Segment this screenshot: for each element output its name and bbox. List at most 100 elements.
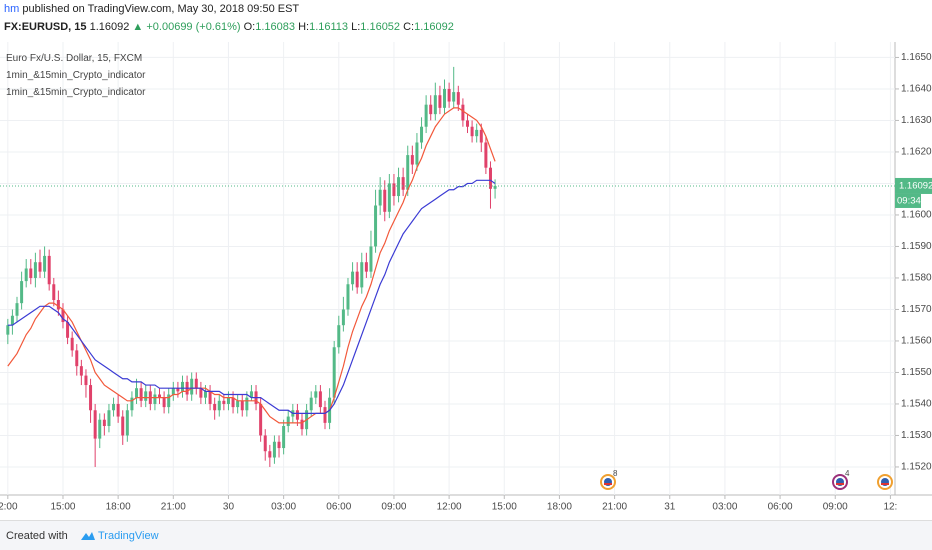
candle-body bbox=[401, 177, 405, 190]
candle-body bbox=[135, 388, 139, 398]
h-label: H: bbox=[298, 21, 310, 33]
y-tick-label: 1.16500 bbox=[901, 52, 932, 63]
candle-body bbox=[369, 246, 373, 272]
logo bbox=[81, 532, 95, 540]
candle-body bbox=[38, 262, 42, 272]
y-tick-label: 1.16200 bbox=[901, 147, 932, 158]
candle-body bbox=[461, 104, 465, 121]
candle-body bbox=[176, 388, 180, 392]
candle-body bbox=[282, 426, 286, 449]
y-tick-label: 1.15400 bbox=[901, 399, 932, 410]
chart-title: Euro Fx/U.S. Dollar, 15, FXCM bbox=[6, 53, 143, 64]
candle-body bbox=[277, 441, 281, 449]
candle-body bbox=[443, 88, 447, 108]
candle-body bbox=[66, 322, 70, 338]
x-tick-label: 12:00 bbox=[437, 502, 462, 513]
x-tick-label: 18:00 bbox=[547, 502, 572, 513]
candle-body bbox=[387, 183, 391, 212]
footer: Created with TradingView bbox=[0, 520, 932, 550]
event-count: 8 bbox=[613, 469, 618, 478]
candle-body bbox=[15, 303, 19, 316]
candle-body bbox=[341, 309, 345, 326]
symbol-line: FX:EURUSD, 15 1.16092 ▲ +0.00699 (+0.61%… bbox=[4, 21, 454, 33]
y-tick-label: 1.15500 bbox=[901, 367, 932, 378]
created-with: Created with bbox=[6, 530, 68, 542]
candle-body bbox=[364, 262, 368, 272]
candle-body bbox=[217, 400, 221, 411]
candle-body bbox=[47, 255, 51, 285]
candle-body bbox=[475, 129, 479, 137]
candle-body bbox=[295, 410, 299, 420]
published: published on TradingView.com, May 30, 20… bbox=[22, 3, 300, 15]
candle-body bbox=[309, 397, 313, 411]
candle-body bbox=[24, 268, 28, 282]
candle-body bbox=[236, 400, 240, 408]
candle-body bbox=[286, 416, 290, 427]
candle-body bbox=[70, 337, 74, 351]
candle-body bbox=[493, 185, 497, 189]
candle-body bbox=[383, 189, 387, 212]
change: ▲ +0.00699 (+0.61%) bbox=[132, 21, 241, 33]
candle-body bbox=[337, 325, 341, 348]
y-tick-label: 1.16300 bbox=[901, 115, 932, 126]
x-tick-label: 12: bbox=[883, 502, 897, 513]
candle-body bbox=[61, 309, 65, 323]
candle-body bbox=[162, 397, 166, 408]
l: 1.16052 bbox=[360, 21, 401, 33]
y-tick-label: 1.15800 bbox=[901, 273, 932, 284]
chart: 1.15200 1.15300 1.15400 1.15500 1.15600 1.157… bbox=[0, 42, 932, 513]
candle-body bbox=[263, 435, 267, 452]
candle-body bbox=[203, 391, 207, 398]
x-tick-label: 30 bbox=[223, 502, 235, 513]
x-tick-label: 31 bbox=[664, 502, 676, 513]
candle-body bbox=[259, 403, 263, 436]
candle-body bbox=[6, 325, 10, 335]
candle-body bbox=[397, 177, 401, 197]
candle-body bbox=[488, 167, 492, 189]
candle-body bbox=[29, 268, 33, 278]
candle-body bbox=[130, 397, 134, 411]
x-tick-label: 06:00 bbox=[768, 502, 793, 513]
candle-body bbox=[75, 350, 79, 367]
h: 1.16113 bbox=[309, 21, 349, 33]
candle-body bbox=[272, 441, 276, 458]
x-tick-label: 09:00 bbox=[381, 502, 406, 513]
candle-body bbox=[190, 378, 194, 395]
candle-body bbox=[231, 397, 235, 408]
candle-body bbox=[116, 403, 120, 417]
candle-body bbox=[355, 271, 359, 288]
event-count: 4 bbox=[845, 469, 850, 478]
publisher: hm bbox=[4, 3, 20, 15]
legend-entry: 1min_&15min_Crypto_indicator bbox=[6, 70, 146, 81]
candle-body bbox=[222, 400, 226, 404]
x-tick-label: 2:00 bbox=[0, 502, 18, 513]
candle-body bbox=[52, 284, 56, 301]
candle-body bbox=[300, 419, 304, 430]
candle-body bbox=[374, 205, 378, 247]
x-tick-label: 06:00 bbox=[326, 502, 351, 513]
candle-body bbox=[429, 104, 433, 115]
candle-body bbox=[121, 416, 125, 436]
candle-body bbox=[465, 120, 469, 127]
candle-body bbox=[470, 126, 474, 137]
c-label: C: bbox=[403, 21, 415, 33]
brand[interactable]: TradingView bbox=[98, 530, 159, 542]
y-tick-label: 1.15300 bbox=[901, 430, 932, 441]
candle-body bbox=[199, 388, 203, 398]
o-label: O: bbox=[243, 21, 256, 33]
x-tick-label: 21:00 bbox=[602, 502, 627, 513]
countdown-tag bbox=[895, 193, 921, 208]
y-tick-label: 1.16000 bbox=[901, 210, 932, 221]
candle-body bbox=[89, 385, 93, 411]
x-tick-label: 03:00 bbox=[712, 502, 737, 513]
event-stripe bbox=[604, 483, 612, 485]
candle-body bbox=[268, 451, 272, 458]
candle-body bbox=[438, 95, 442, 108]
y-tick-label: 1.15700 bbox=[901, 304, 932, 315]
candle-body bbox=[410, 155, 414, 165]
x-tick-label: 15:00 bbox=[50, 502, 75, 513]
event-stripe bbox=[836, 483, 844, 485]
candle-body bbox=[314, 391, 318, 398]
candle-body bbox=[484, 142, 488, 168]
